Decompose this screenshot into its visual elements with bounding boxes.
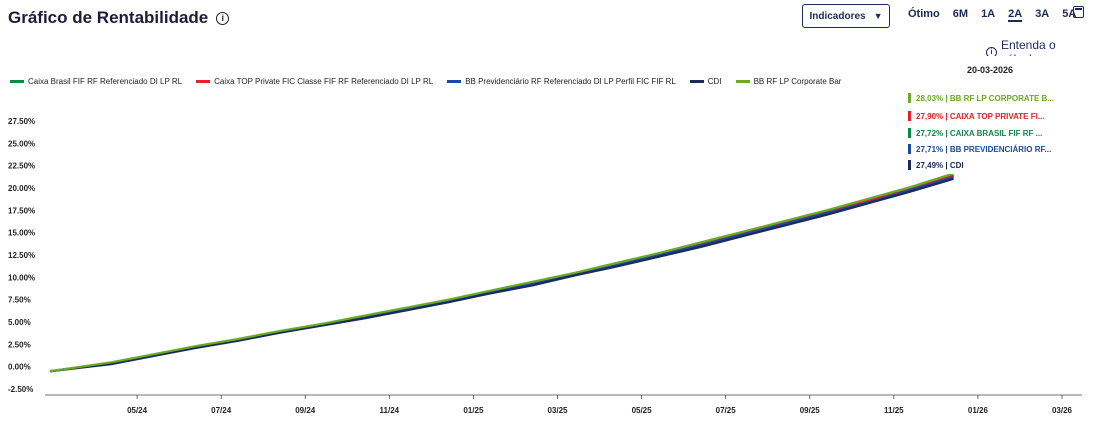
legend-swatch <box>735 80 750 83</box>
legend-item[interactable]: Caixa TOP Private FIC Classe FIF RF Refe… <box>196 77 433 86</box>
y-tick-label: 5.00% <box>8 318 31 327</box>
legend-label: Caixa Brasil FIF RF Referenciado DI LP R… <box>28 77 183 86</box>
legend-swatch <box>689 80 704 83</box>
chart-title: Gráfico de Rentabilidade i <box>8 8 230 28</box>
tooltip-value: 28,03% | BB RF LP CORPORATE B... <box>916 93 1054 103</box>
tooltip-swatch <box>908 111 911 121</box>
y-tick-label: 0.00% <box>8 363 31 372</box>
x-tick-label: 09/25 <box>800 406 821 415</box>
legend-item[interactable]: CDI <box>689 77 722 86</box>
tooltip-swatch <box>908 93 911 103</box>
y-tick-label: -2.50% <box>8 385 33 394</box>
tooltip-value: 27,49% | CDI <box>916 160 964 170</box>
legend-label: BB RF LP Corporate Bar <box>753 77 842 86</box>
calendar-icon[interactable] <box>1073 6 1084 18</box>
tooltip-value: 27,90% | CAIXA TOP PRIVATE FI... <box>916 111 1045 121</box>
tooltip-value: 27,72% | CAIXA BRASIL FIF RF ... <box>916 128 1043 138</box>
info-circle-icon[interactable]: i <box>216 11 230 25</box>
legend-label: BB Previdenciário RF Referenciado DI LP … <box>465 77 676 86</box>
y-tick-label: 15.00% <box>8 229 35 238</box>
legend-label: CDI <box>707 77 722 86</box>
period-1a[interactable]: 1A <box>981 8 996 20</box>
period-selector: Ótimo 6M 1A 2A 3A 5A <box>908 8 1089 22</box>
period-6m[interactable]: 6M <box>952 8 969 20</box>
y-tick-label: 25.00% <box>8 139 35 148</box>
tooltip-value: 27,71% | BB PREVIDENCIÁRIO RF... <box>916 144 1052 154</box>
tooltip-swatch <box>908 144 911 154</box>
indicators-label: Indicadores <box>809 10 866 22</box>
tooltip-row: 27,49% | CDI <box>908 160 964 170</box>
x-tick-label: 03/25 <box>547 406 568 415</box>
y-tick-label: 7.50% <box>8 296 31 305</box>
y-tick-label: 17.50% <box>8 206 35 215</box>
tooltip-row: 27,71% | BB PREVIDENCIÁRIO RF... <box>908 144 1051 154</box>
series-line[interactable] <box>49 176 954 373</box>
x-tick-label: 03/26 <box>1052 406 1073 415</box>
x-tick-label: 05/25 <box>632 406 653 415</box>
y-tick-label: 22.50% <box>8 162 35 171</box>
chart-title-text: Gráfico de Rentabilidade <box>8 8 209 27</box>
y-tick-label: 27.50% <box>8 117 35 126</box>
tooltip-swatch <box>908 128 911 138</box>
legend-item[interactable]: BB RF LP Corporate Bar <box>735 77 842 86</box>
x-tick-label: 01/26 <box>968 406 989 415</box>
period-otimo[interactable]: Ótimo <box>908 8 940 20</box>
chart-tooltip: 20-03-2026 28,03% | BB RF LP CORPORATE B… <box>903 56 1076 174</box>
legend-item[interactable]: BB Previdenciário RF Referenciado DI LP … <box>447 77 676 86</box>
x-tick-label: 01/25 <box>463 406 484 415</box>
y-tick-label: 20.00% <box>8 184 35 193</box>
x-tick-label: 11/25 <box>884 406 904 415</box>
x-tick-label: 07/25 <box>716 406 737 415</box>
legend-swatch <box>196 80 211 83</box>
x-tick-label: 11/24 <box>380 406 400 415</box>
chevron-down-icon: ▼ <box>873 11 883 21</box>
y-tick-label: 12.50% <box>8 251 35 260</box>
y-tick-label: 10.00% <box>8 273 35 282</box>
indicators-dropdown[interactable]: Indicadores ▼ <box>802 4 890 28</box>
legend-label: Caixa TOP Private FIC Classe FIF RF Refe… <box>214 77 434 86</box>
series-line[interactable] <box>49 178 954 373</box>
x-tick-label: 07/24 <box>211 406 232 415</box>
legend-swatch <box>10 80 24 83</box>
y-tick-label: 2.50% <box>8 340 31 349</box>
x-tick-label: 05/24 <box>127 406 148 415</box>
tooltip-swatch <box>908 160 911 170</box>
legend-item[interactable]: Caixa Brasil FIF RF Referenciado DI LP R… <box>10 77 182 86</box>
x-tick-label: 09/24 <box>295 406 316 415</box>
tooltip-row: 27,72% | CAIXA BRASIL FIF RF ... <box>908 128 1042 138</box>
legend-swatch <box>447 80 462 83</box>
period-2a[interactable]: 2A <box>1008 8 1023 22</box>
series-line[interactable] <box>49 175 954 373</box>
chart-legend: Caixa Brasil FIF RF Referenciado DI LP R… <box>10 77 855 86</box>
period-5a[interactable]: 5A <box>1062 8 1077 20</box>
series-line[interactable] <box>49 174 954 373</box>
series-line[interactable] <box>49 172 954 373</box>
period-3a[interactable]: 3A <box>1035 8 1050 20</box>
tooltip-row: 27,90% | CAIXA TOP PRIVATE FI... <box>908 111 1045 121</box>
tooltip-date: 20-03-2026 <box>967 65 1014 75</box>
tooltip-row: 28,03% | BB RF LP CORPORATE B... <box>908 93 1054 103</box>
